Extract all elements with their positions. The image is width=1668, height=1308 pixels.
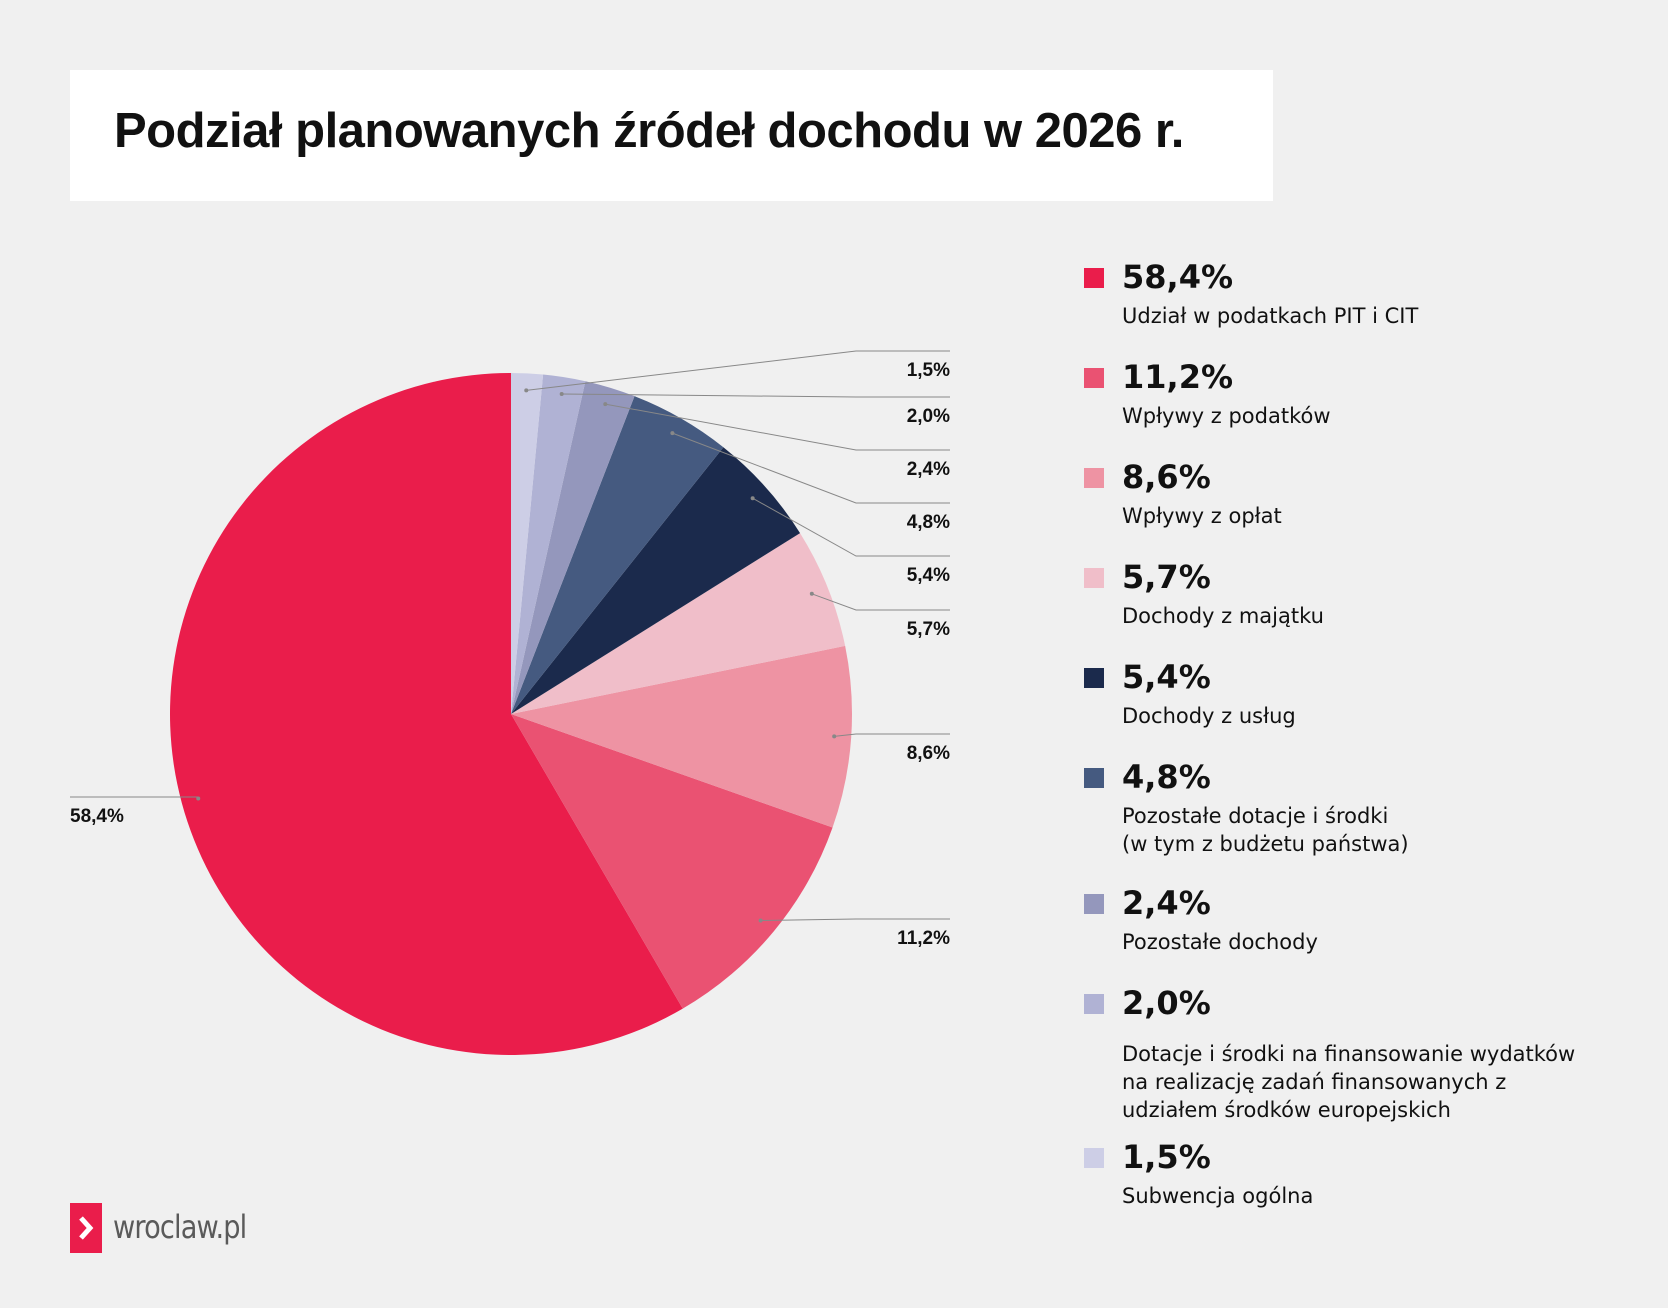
leader-line — [70, 796, 199, 799]
legend-swatch — [1084, 368, 1104, 388]
legend-label: Dotacje i środki na finansowanie wydatkó… — [1122, 1042, 1576, 1122]
leader-line — [672, 432, 950, 504]
leader-line — [561, 393, 950, 398]
data-label: 1,5% — [907, 360, 950, 381]
logo-mark — [70, 1203, 102, 1253]
legend-swatch — [1084, 568, 1104, 588]
leader-line — [834, 733, 950, 737]
data-label: 2,0% — [907, 406, 950, 427]
legend-swatch — [1084, 668, 1104, 688]
data-label: 5,7% — [907, 619, 950, 640]
leader-dot — [809, 591, 814, 596]
leader-line — [526, 350, 950, 391]
leader-line — [760, 918, 950, 921]
legend-label: Pozostałe dotacje i środki (w tym z budż… — [1122, 804, 1409, 856]
leader-dot — [524, 388, 529, 393]
legend-label: Udział w podatkach PIT i CIT — [1122, 304, 1419, 328]
data-label: 58,4% — [70, 806, 124, 827]
leader-dot — [196, 796, 201, 801]
legend-value: 2,4% — [1122, 884, 1211, 922]
pie-slice — [511, 374, 586, 714]
legend-label: Dochody z majątku — [1122, 604, 1324, 628]
legend-value: 8,6% — [1122, 458, 1211, 496]
legend-label: Wpływy z opłat — [1122, 504, 1282, 528]
leader-line — [752, 497, 950, 557]
legend-swatch — [1084, 994, 1104, 1014]
pie-slice — [511, 396, 724, 714]
legend-value: 5,4% — [1122, 658, 1211, 696]
data-label: 11,2% — [897, 928, 950, 949]
leader-dot — [750, 496, 755, 501]
data-label: 2,4% — [907, 459, 950, 480]
pie-slice — [511, 533, 846, 714]
leader-dot — [670, 431, 675, 436]
legend-value: 5,7% — [1122, 558, 1211, 596]
leader-dot — [603, 402, 608, 407]
logo: wroclaw.pl — [113, 1208, 247, 1246]
data-label: 4,8% — [907, 512, 950, 533]
leader-line — [811, 593, 950, 611]
legend-swatch — [1084, 268, 1104, 288]
pie-slice — [511, 447, 801, 714]
title-box: Podział planowanych źródeł dochodu w 202… — [70, 70, 1273, 201]
legend-label: Dochody z usług — [1122, 704, 1296, 728]
pie-slice — [169, 373, 683, 1055]
legend-label: Subwencja ogólna — [1122, 1184, 1314, 1208]
leader-dot — [832, 734, 837, 739]
legend-swatch — [1084, 1148, 1104, 1168]
leader-line — [605, 403, 950, 451]
legend-label: Pozostałe dochody — [1122, 930, 1318, 954]
chart-title: Podział planowanych źródeł dochodu w 202… — [114, 104, 1184, 158]
pie-slice — [511, 714, 833, 1009]
legend-swatch — [1084, 468, 1104, 488]
data-label: 5,4% — [907, 565, 950, 586]
legend-swatch — [1084, 768, 1104, 788]
leader-dot — [758, 918, 763, 923]
legend-swatch — [1084, 894, 1104, 914]
leader-dot — [559, 392, 564, 397]
pie-slice — [511, 381, 635, 714]
pie-slice — [511, 373, 544, 714]
legend-value: 4,8% — [1122, 758, 1211, 796]
legend-value: 11,2% — [1122, 358, 1234, 396]
data-label: 8,6% — [907, 743, 950, 764]
logo-chevron — [79, 1216, 94, 1240]
legend-value: 58,4% — [1122, 258, 1234, 296]
legend-value: 1,5% — [1122, 1138, 1211, 1176]
legend-label: Wpływy z podatków — [1122, 404, 1331, 428]
legend-value: 2,0% — [1122, 984, 1211, 1022]
pie-slice — [511, 645, 853, 828]
